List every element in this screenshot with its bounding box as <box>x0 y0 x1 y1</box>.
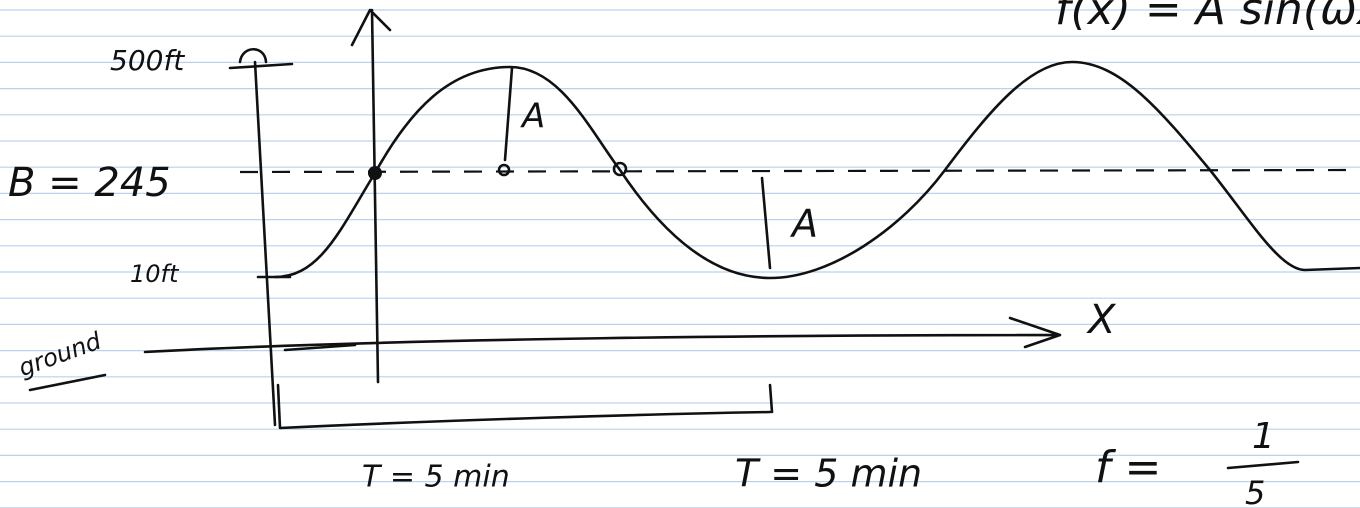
frequency-numerator: 1 <box>1252 416 1275 457</box>
vertical-axis-arrow <box>352 10 390 382</box>
frequency-label: f = <box>1095 442 1161 493</box>
label-top: 500ft <box>110 44 185 77</box>
top-tick <box>230 64 292 68</box>
midline <box>240 170 1360 172</box>
amplitude-label: A <box>789 202 818 246</box>
notebook-page: f(x) = A sin(ωx + φ 500ft B = 245 10ft g… <box>0 0 1360 508</box>
amplitude-label: A <box>520 97 545 137</box>
formula: f(x) = A sin(ωx + φ <box>1055 0 1360 35</box>
fraction-bar <box>1228 462 1298 468</box>
label-bottom: 10ft <box>130 260 180 288</box>
point <box>368 166 382 180</box>
point <box>499 165 509 175</box>
label-midline: B = 245 <box>8 160 171 206</box>
x-axis-label: X <box>1086 297 1117 343</box>
ruled-lines <box>0 10 1360 508</box>
period-label: T = 5 min <box>362 460 510 495</box>
top-cap <box>240 49 266 62</box>
frequency-denominator: 5 <box>1245 474 1265 508</box>
period-bracket <box>278 385 772 428</box>
horizontal-axis-arrow <box>145 318 1060 352</box>
vertical-axis-left <box>255 62 275 425</box>
amplitude-line-2 <box>762 178 770 268</box>
amplitude-line-1 <box>505 68 512 160</box>
label-ground: ground <box>15 326 106 382</box>
period-label: T = 5 min <box>735 452 922 496</box>
